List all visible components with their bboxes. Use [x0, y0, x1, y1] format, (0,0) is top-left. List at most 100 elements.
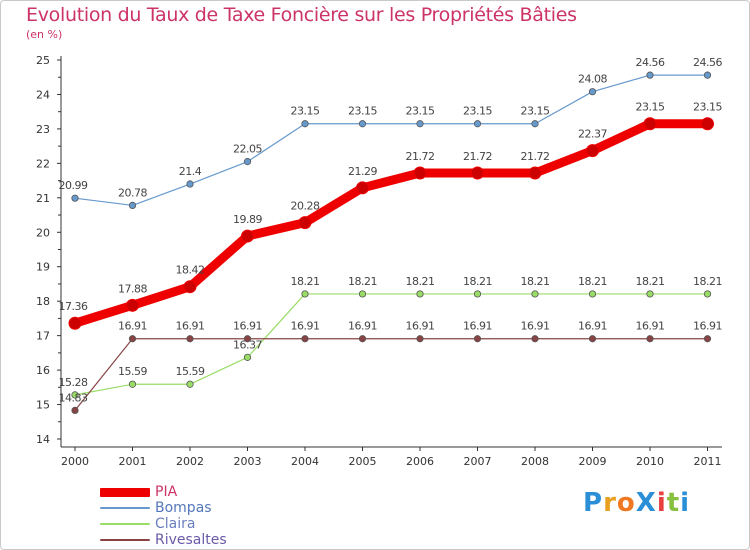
- data-label-bompas: 24.56: [636, 56, 665, 69]
- logo-letter: X: [635, 488, 657, 518]
- data-label-pia: 21.29: [348, 165, 377, 178]
- data-label-rivesaltes: 16.91: [348, 320, 377, 333]
- point-claira: [301, 290, 309, 298]
- legend-swatch: [100, 523, 150, 525]
- y-tick-label: 15: [36, 399, 50, 412]
- y-tick-label: 20: [36, 226, 50, 239]
- point-bompas: [588, 88, 597, 96]
- data-label-rivesaltes: 14.83: [59, 391, 88, 404]
- data-label-pia: 21.72: [521, 150, 550, 163]
- point-claira: [71, 391, 79, 399]
- point-bompas: [243, 158, 252, 166]
- data-label-bompas: 23.15: [406, 105, 435, 118]
- point-pia: [471, 166, 484, 180]
- data-label-pia: 21.72: [406, 150, 435, 163]
- data-label-bompas: 22.05: [233, 143, 262, 156]
- data-label-rivesaltes: 16.91: [636, 320, 665, 333]
- point-pia: [241, 229, 254, 243]
- point-pia: [413, 166, 427, 180]
- x-tick-label: 2002: [176, 455, 204, 468]
- point-rivesaltes: [416, 335, 424, 343]
- data-label-bompas: 20.99: [59, 179, 88, 192]
- point-bompas: [531, 120, 539, 128]
- y-tick-label: 14: [36, 433, 50, 446]
- point-pia: [68, 316, 82, 330]
- point-rivesaltes: [703, 335, 712, 343]
- y-tick-label: 21: [36, 192, 50, 205]
- data-label-claira: 18.21: [348, 275, 377, 288]
- data-label-pia: 17.88: [118, 282, 147, 295]
- data-label-rivesaltes: 16.91: [406, 320, 435, 333]
- point-rivesaltes: [588, 335, 597, 343]
- point-claira: [703, 290, 712, 298]
- data-label-pia: 18.42: [176, 264, 205, 277]
- data-label-bompas: 24.08: [578, 73, 607, 86]
- data-label-pia: 17.36: [59, 300, 88, 313]
- series-line-pia: [70, 119, 712, 328]
- y-tick-label: 17: [36, 330, 50, 343]
- data-label-pia: 20.28: [291, 200, 320, 213]
- legend-label: Claira: [155, 516, 196, 532]
- legend-label: PIA: [155, 484, 178, 500]
- series-line-claira: [74, 293, 709, 396]
- data-label-bompas: 24.56: [693, 56, 722, 69]
- point-pia: [126, 298, 139, 312]
- point-bompas: [473, 120, 482, 128]
- point-rivesaltes: [301, 335, 309, 343]
- x-tick-label: 2010: [636, 455, 664, 468]
- legend-item-claira: Claira: [100, 516, 300, 532]
- line-chart: 14 15 16 17 18 19 20 21 22 23 24 25 2000 2001 2002 2003…: [36, 54, 723, 468]
- data-label-claira: 16.37: [233, 338, 262, 351]
- data-label-rivesaltes: 16.91: [291, 320, 320, 333]
- legend-label: Rivesaltes: [155, 532, 227, 548]
- point-bompas: [128, 201, 137, 209]
- point-rivesaltes: [531, 335, 539, 343]
- point-bompas: [703, 71, 712, 79]
- data-label-claira: 18.21: [406, 275, 435, 288]
- chart-title: Evolution du Taux de Taxe Foncière sur l…: [26, 4, 577, 26]
- point-bompas: [71, 194, 79, 202]
- point-claira: [186, 380, 194, 388]
- point-rivesaltes: [473, 335, 482, 343]
- legend-label: Bompas: [155, 500, 212, 516]
- point-bompas: [416, 120, 424, 128]
- logo-letter: o: [616, 488, 636, 518]
- logo-letter: i: [656, 488, 667, 518]
- legend-item-rivesaltes: Rivesaltes: [100, 532, 300, 548]
- data-label-bompas: 23.15: [463, 105, 492, 118]
- data-label-rivesaltes: 16.91: [118, 320, 147, 333]
- data-label-bompas: 23.15: [348, 105, 377, 118]
- data-label-claira: 18.21: [521, 275, 550, 288]
- data-label-claira: 18.21: [291, 275, 320, 288]
- point-claira: [416, 290, 424, 298]
- point-pia: [183, 280, 197, 294]
- x-tick-label: 2009: [579, 455, 607, 468]
- point-bompas: [358, 120, 367, 128]
- point-bompas: [646, 71, 654, 79]
- point-pia: [528, 166, 542, 180]
- point-claira: [531, 290, 539, 298]
- y-tick-label: 24: [36, 88, 50, 101]
- point-claira: [646, 290, 654, 298]
- y-tick-label: 25: [36, 54, 50, 67]
- data-label-bompas: 23.15: [521, 105, 550, 118]
- point-pia: [643, 117, 657, 131]
- point-rivesaltes: [243, 335, 252, 343]
- unit-label: (en %): [26, 28, 63, 41]
- point-pia: [298, 216, 312, 230]
- point-claira: [358, 290, 367, 298]
- x-tick-label: 2007: [464, 455, 492, 468]
- data-label-rivesaltes: 16.91: [521, 320, 550, 333]
- x-tick-label: 2011: [694, 455, 722, 468]
- y-tick-label: 18: [36, 295, 50, 308]
- data-label-bompas: 21.4: [179, 165, 202, 178]
- legend-item-pia: PIA: [100, 484, 300, 500]
- y-tick-label: 16: [36, 364, 50, 377]
- x-tick-label: 2005: [349, 455, 377, 468]
- point-claira: [128, 380, 137, 388]
- y-tick-label: 19: [36, 261, 50, 274]
- point-claira: [473, 290, 482, 298]
- x-tick-label: 2003: [234, 455, 262, 468]
- x-tick-label: 2008: [521, 455, 549, 468]
